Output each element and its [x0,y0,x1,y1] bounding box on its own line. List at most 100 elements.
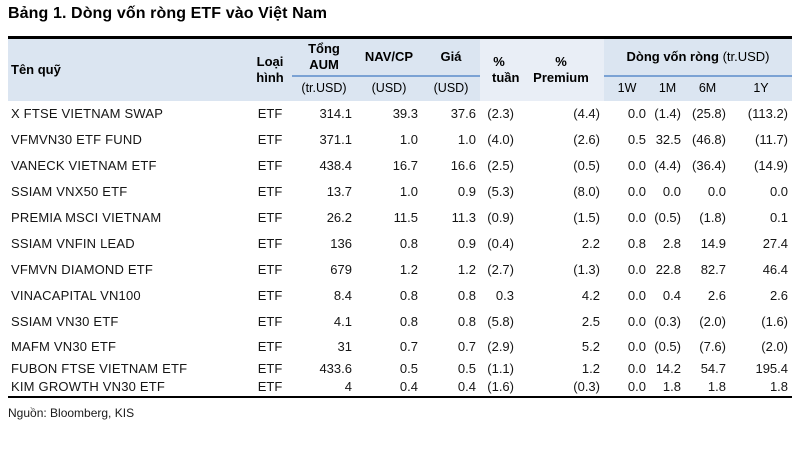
value-cell: (113.2) [730,100,793,127]
fund-type-cell: ETF [248,282,292,309]
col-header-price: Giá [422,37,480,77]
value-cell: (1.5) [518,204,604,231]
value-cell: 4 [292,377,356,397]
fund-name-cell: KIM GROWTH VN30 ETF [8,377,248,397]
table-row: VANECK VIETNAM ETF ETF 438.4 16.7 16.6 (2.5)(… [8,152,793,179]
value-cell: 0.0 [604,152,650,179]
fund-type-cell: ETF [248,100,292,127]
value-cell: 0.4 [650,282,685,309]
value-cell: 1.2 [356,256,422,283]
subcol-6m: 6M [685,75,730,101]
value-cell: (14.9) [730,152,793,179]
value-cell: 314.1 [292,100,356,127]
value-cell: (0.9) [480,204,518,231]
table-row: SSIAM VN30 ETF ETF 4.1 0.8 0.8 (5.8) 2.5 0.0 (0.… [8,308,793,335]
table-row: VFMVN DIAMOND ETF ETF 679 1.2 1.2 (2.7) (1.3) 0… [8,256,793,283]
table-row: VFMVN30 ETF FUND ETF 371.1 1.0 1.0 (4.0) (2.6)… [8,126,793,153]
header-row-main: Tên quỹ Loại hình Tổng AUM NAV/CP Giá % … [8,37,793,101]
value-cell: 27.4 [730,230,793,257]
value-cell: (4.4) [518,100,604,127]
value-cell: (11.7) [730,126,793,153]
value-cell: 26.2 [292,204,356,231]
col-header-fund-name: Tên quỹ [8,37,248,101]
fund-name-cell: FUBON FTSE VIETNAM ETF [8,358,248,378]
value-cell: 22.8 [650,256,685,283]
value-cell: 1.2 [518,358,604,378]
table-row: X FTSE VIETNAM SWAP ETF 314.1 39.3 37.6 (2.3)… [8,100,793,127]
value-cell: (4.0) [480,126,518,153]
value-cell: 0.0 [604,358,650,378]
value-cell: 0.0 [730,178,793,205]
value-cell: 679 [292,256,356,283]
table-row: SSIAM VNX50 ETF ETF 13.7 1.0 0.9 (5.3) (8.0) 0.… [8,178,793,205]
value-cell: (2.0) [685,308,730,335]
fund-name-cell: MAFM VN30 ETF [8,334,248,359]
value-cell: 2.5 [518,308,604,335]
value-cell: (8.0) [518,178,604,205]
value-cell: 0.5 [356,358,422,378]
fund-type-cell: ETF [248,256,292,283]
col-header-total-aum: Tổng AUM [292,37,356,77]
value-cell: 31 [292,334,356,359]
table-title: Bảng 1. Dòng vốn ròng ETF vào Việt Nam [8,5,328,22]
value-cell: (1.3) [518,256,604,283]
value-cell: 0.3 [480,282,518,309]
value-cell: 2.2 [518,230,604,257]
value-cell: 0.8 [422,308,480,335]
value-cell: 8.4 [292,282,356,309]
fund-name-cell: SSIAM VNFIN LEAD [8,230,248,257]
value-cell: (2.9) [480,334,518,359]
fund-name-cell: PREMIA MSCI VIETNAM [8,204,248,231]
value-cell: (1.4) [650,100,685,127]
value-cell: 0.0 [604,204,650,231]
value-cell: (2.0) [730,334,793,359]
value-cell: (25.8) [685,100,730,127]
table-row: SSIAM VNFIN LEAD ETF 136 0.8 0.9 (0.4) 2.2 0.8 2… [8,230,793,257]
value-cell: (4.4) [650,152,685,179]
value-cell: 1.0 [356,126,422,153]
value-cell: 1.2 [422,256,480,283]
unit-nav: (USD) [356,75,422,101]
value-cell: (1.1) [480,358,518,378]
value-cell: (36.4) [685,152,730,179]
value-cell: 0.4 [356,377,422,397]
fund-name-cell: SSIAM VNX50 ETF [8,178,248,205]
unit-price: (USD) [422,75,480,101]
fund-name-cell: VFMVN DIAMOND ETF [8,256,248,283]
fund-name-cell: VINACAPITAL VN100 [8,282,248,309]
value-cell: 13.7 [292,178,356,205]
value-cell: 195.4 [730,358,793,378]
value-cell: (46.8) [685,126,730,153]
value-cell: (0.5) [650,204,685,231]
value-cell: 0.0 [604,282,650,309]
value-cell: 0.5 [604,126,650,153]
value-cell: 438.4 [292,152,356,179]
value-cell: 82.7 [685,256,730,283]
value-cell: 0.9 [422,178,480,205]
value-cell: 2.8 [650,230,685,257]
col-header-nav-per-share: NAV/CP [356,37,422,77]
col-header-weekly-pct: % tuần [480,37,519,101]
value-cell: (0.5) [650,334,685,359]
value-cell: 46.4 [730,256,793,283]
etf-net-flows-table: Tên quỹ Loại hình Tổng AUM NAV/CP Giá % … [8,36,793,398]
net-flow-label: Dòng vốn ròng [626,48,719,64]
value-cell: 0.0 [650,178,685,205]
value-cell: 0.8 [356,230,422,257]
value-cell: 0.8 [422,282,480,309]
fund-type-cell: ETF [248,204,292,231]
value-cell: 4.1 [292,308,356,335]
value-cell: (0.3) [518,377,604,397]
value-cell: 0.9 [422,230,480,257]
subcol-1m: 1M [650,75,685,101]
value-cell: 1.0 [356,178,422,205]
value-cell: 0.0 [604,308,650,335]
fund-type-cell: ETF [248,178,292,205]
value-cell: 11.5 [356,204,422,231]
value-cell: 0.0 [604,334,650,359]
value-cell: 0.4 [422,377,480,397]
value-cell: 1.8 [730,377,793,397]
value-cell: 0.0 [604,100,650,127]
fund-type-cell: ETF [248,230,292,257]
